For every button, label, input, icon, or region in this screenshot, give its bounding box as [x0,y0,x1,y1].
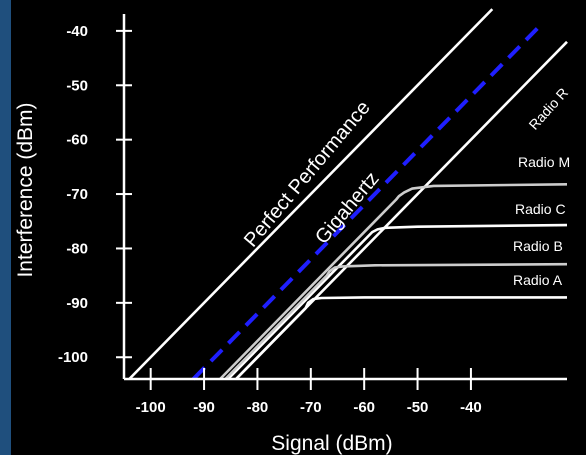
x-tick-label: -40 [460,399,482,416]
y-tick-label: -40 [66,23,88,40]
series-label-radio-c: Radio C [515,201,566,217]
left-stripe [0,0,11,455]
x-tick-label: -50 [407,399,429,416]
series-line-perfect-performance [128,8,494,380]
series-line-radio-b [224,262,568,380]
series-line-radio-a [235,296,567,380]
y-tick-label: -60 [66,132,88,149]
y-tick-label: -100 [58,349,88,366]
x-axis-title: Signal (dBm) [271,432,392,455]
series-label-radio-r: Radio R [525,85,571,133]
x-tick-label: -100 [136,399,166,416]
series-label-radio-a: Radio A [513,272,563,288]
series-line-radio-c [227,223,568,380]
y-tick-label: -80 [66,240,88,257]
series-label-radio-b: Radio B [513,238,563,254]
x-tick-label: -60 [353,399,375,416]
y-tick-label: -90 [66,295,88,312]
y-tick-label: -70 [66,186,88,203]
series-label-radio-m: Radio M [518,154,570,170]
y-tick-label: -50 [66,77,88,94]
x-tick-label: -80 [247,399,269,416]
y-axis-title: Interference (dBm) [14,102,37,277]
series-label-perfect-performance: Perfect Performance [240,97,375,252]
x-tick-label: -70 [300,399,322,416]
series-line-radio-m [219,183,568,380]
series-label-gigahertz: Gigahertz [311,168,384,249]
series-line-gigahertz [191,23,542,381]
x-tick-label: -90 [193,399,215,416]
